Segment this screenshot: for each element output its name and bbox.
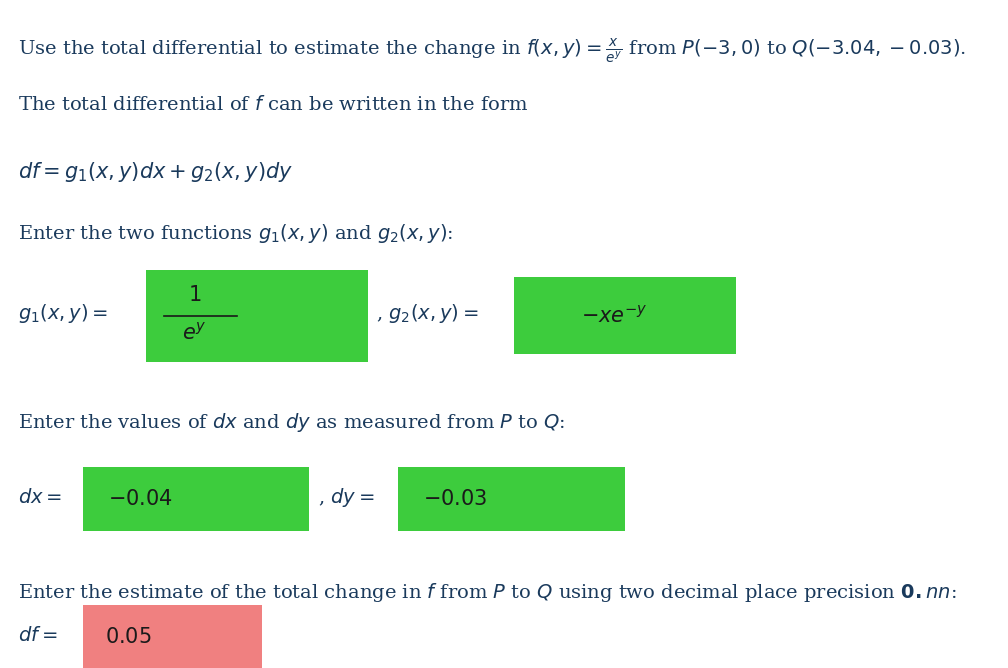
Text: $-0.04$: $-0.04$ bbox=[108, 489, 172, 509]
Text: Enter the estimate of the total change in $f$ from $P$ to $Q$ using two decimal : Enter the estimate of the total change i… bbox=[18, 581, 957, 604]
Text: $df = g_1(x, y)dx + g_2(x, y)dy$: $df = g_1(x, y)dx + g_2(x, y)dy$ bbox=[18, 160, 293, 184]
Text: $-0.03$: $-0.03$ bbox=[423, 489, 488, 509]
Text: Enter the two functions $g_1(x, y)$ and $g_2(x, y)$:: Enter the two functions $g_1(x, y)$ and … bbox=[18, 222, 454, 244]
FancyBboxPatch shape bbox=[398, 467, 625, 531]
Text: The total differential of $f$ can be written in the form: The total differential of $f$ can be wri… bbox=[18, 95, 528, 114]
Text: Use the total differential to estimate the change in $f(x, y) = \frac{x}{e^y}$ f: Use the total differential to estimate t… bbox=[18, 37, 967, 66]
Text: , $g_2(x, y) = $: , $g_2(x, y) = $ bbox=[376, 303, 479, 325]
Text: , $dy = $: , $dy = $ bbox=[318, 486, 374, 509]
FancyBboxPatch shape bbox=[146, 270, 368, 362]
FancyBboxPatch shape bbox=[514, 277, 736, 354]
FancyBboxPatch shape bbox=[83, 467, 309, 531]
Text: Enter the values of $dx$ and $dy$ as measured from $P$ to $Q$:: Enter the values of $dx$ and $dy$ as mea… bbox=[18, 411, 565, 434]
Text: $-xe^{-y}$: $-xe^{-y}$ bbox=[581, 305, 647, 327]
Text: $e^y$: $e^y$ bbox=[182, 321, 207, 343]
Text: $0.05$: $0.05$ bbox=[105, 627, 151, 647]
Text: $dx = $: $dx = $ bbox=[18, 488, 62, 507]
Text: $df = $: $df = $ bbox=[18, 627, 57, 645]
Text: $g_1(x, y) = $: $g_1(x, y) = $ bbox=[18, 303, 108, 325]
Text: $1$: $1$ bbox=[187, 285, 202, 305]
FancyBboxPatch shape bbox=[83, 605, 262, 668]
